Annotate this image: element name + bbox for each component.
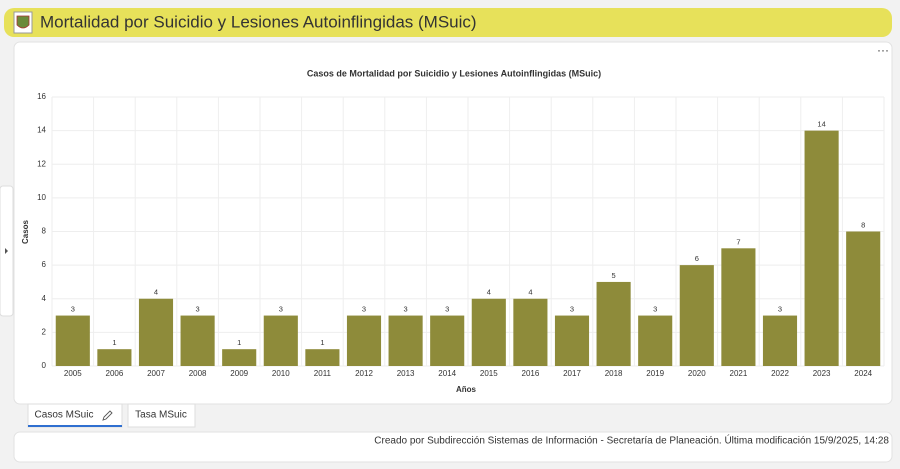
x-tick-label: 2019 — [646, 369, 664, 378]
x-tick-label: 2023 — [813, 369, 831, 378]
x-tick-label: 2005 — [64, 369, 82, 378]
bar — [263, 315, 298, 366]
value-label: 3 — [653, 305, 657, 314]
bar — [638, 315, 673, 366]
bar — [138, 298, 174, 366]
bar — [846, 231, 881, 366]
y-tick-label: 6 — [42, 260, 47, 269]
y-tick-label: 16 — [37, 92, 46, 101]
value-label: 1 — [237, 338, 241, 347]
x-tick-label: 2021 — [730, 369, 748, 378]
bar — [346, 315, 382, 366]
y-axis-label: Casos — [21, 219, 30, 244]
x-tick-label: 2011 — [314, 369, 332, 378]
y-tick-label: 8 — [42, 227, 47, 236]
header-title: Mortalidad por Suicidio y Lesiones Autoi… — [40, 12, 477, 31]
logo-shield — [16, 15, 30, 29]
x-tick-label: 2016 — [522, 369, 540, 378]
value-label: 3 — [196, 305, 200, 314]
value-label: 5 — [612, 271, 616, 280]
chart-card — [13, 41, 893, 405]
footer-card — [13, 431, 893, 463]
bar — [55, 315, 90, 366]
bar — [513, 298, 548, 366]
x-tick-label: 2006 — [106, 369, 124, 378]
bar — [305, 349, 340, 366]
x-tick-label: 2024 — [854, 369, 872, 378]
y-tick-label: 4 — [42, 294, 47, 303]
value-label: 7 — [736, 237, 740, 246]
y-tick-label: 12 — [37, 159, 46, 168]
bar — [97, 349, 132, 366]
value-label: 3 — [570, 305, 574, 314]
bar — [762, 315, 798, 366]
bar — [180, 315, 215, 366]
value-label: 3 — [71, 305, 75, 314]
value-label: 14 — [817, 120, 825, 129]
bar — [554, 315, 590, 366]
y-tick-label: 10 — [37, 193, 46, 202]
value-label: 4 — [528, 288, 532, 297]
x-tick-label: 2015 — [480, 369, 498, 378]
value-label: 1 — [112, 338, 116, 347]
x-tick-label: 2012 — [355, 369, 373, 378]
bar — [388, 315, 423, 366]
x-tick-label: 2020 — [688, 369, 706, 378]
value-label: 3 — [404, 305, 408, 314]
y-tick-label: 14 — [37, 126, 46, 135]
value-label: 3 — [279, 305, 283, 314]
bar — [596, 281, 631, 366]
x-tick-label: 2014 — [438, 369, 456, 378]
x-tick-label: 2018 — [605, 369, 623, 378]
footer-text: Creado por Subdirección Sistemas de Info… — [374, 434, 889, 447]
value-label: 3 — [445, 305, 449, 314]
value-label: 4 — [154, 288, 158, 297]
x-axis-label: Años — [456, 385, 477, 394]
plot: 0246810121416200532006120074200832009120… — [37, 92, 885, 378]
value-label: 3 — [778, 305, 782, 314]
x-tick-label: 2010 — [272, 369, 290, 378]
bar — [679, 265, 714, 366]
bar — [471, 298, 506, 366]
bar — [430, 315, 465, 366]
tab-label[interactable]: Tasa MSuic — [135, 410, 187, 421]
more-menu[interactable]: ··· — [877, 43, 889, 57]
chart-title: Casos de Mortalidad por Suicidio y Lesio… — [307, 68, 601, 78]
header-bar — [4, 8, 892, 37]
bar — [804, 130, 839, 366]
value-label: 4 — [487, 288, 491, 297]
bar — [222, 349, 257, 366]
x-tick-label: 2008 — [189, 369, 207, 378]
x-tick-label: 2007 — [147, 369, 165, 378]
tab[interactable] — [127, 403, 196, 428]
value-label: 6 — [695, 254, 699, 263]
value-label: 1 — [320, 338, 324, 347]
x-tick-label: 2017 — [563, 369, 581, 378]
arrow-icon — [5, 248, 8, 254]
y-tick-label: 2 — [42, 327, 47, 336]
x-tick-label: 2009 — [230, 369, 248, 378]
x-tick-label: 2022 — [771, 369, 789, 378]
value-label: 8 — [861, 220, 865, 229]
y-tick-label: 0 — [42, 361, 47, 370]
tab-label[interactable]: Casos MSuic — [35, 410, 94, 421]
edit-icon[interactable] — [102, 410, 113, 421]
value-label: 3 — [362, 305, 366, 314]
x-tick-label: 2013 — [397, 369, 415, 378]
bar — [721, 248, 756, 366]
